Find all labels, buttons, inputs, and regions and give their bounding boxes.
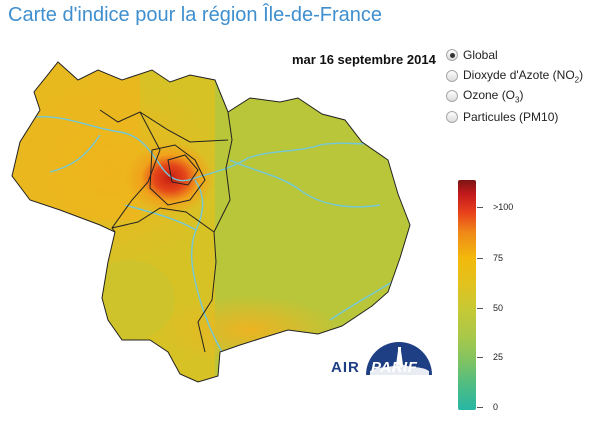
option-label-no2-text: Dioxyde d'Azote (NO: [463, 67, 575, 82]
legend-label-50: 50: [493, 303, 504, 313]
option-label-o3-sub: 3: [515, 95, 520, 105]
legend-label-100: >100: [493, 202, 514, 212]
option-label-no2-suffix: ): [579, 67, 584, 82]
map-date: mar 16 septembre 2014: [292, 52, 436, 67]
option-label-pm10: Particules (PM10): [463, 109, 559, 124]
radio-o3[interactable]: [446, 90, 458, 103]
option-label-no2: Dioxyde d'Azote (NO2): [463, 68, 583, 84]
airparif-logo: AIR PARIF: [331, 329, 432, 376]
option-no2[interactable]: Dioxyde d'Azote (NO2): [446, 66, 583, 87]
option-pm10[interactable]: Particules (PM10): [446, 107, 583, 128]
pollution-map[interactable]: [0, 0, 445, 423]
radio-no2[interactable]: [446, 69, 458, 82]
legend-tick-25: [477, 357, 483, 358]
department-borders: [11, 61, 411, 383]
logo-text-air: AIR: [331, 359, 360, 376]
option-label-no2-sub: 2: [574, 74, 580, 84]
option-label-global: Global: [463, 48, 498, 63]
legend-color-scale: [458, 180, 476, 410]
legend-label-25: 25: [493, 352, 504, 362]
pollutant-options: Global Dioxyde d'Azote (NO2) Ozone (O3) …: [446, 45, 583, 127]
option-global[interactable]: Global: [446, 45, 583, 66]
radio-pm10[interactable]: [446, 110, 458, 123]
legend-label-0: 0: [493, 402, 499, 412]
option-label-o3-text: Ozone (O: [463, 88, 516, 103]
radio-global[interactable]: [446, 49, 458, 62]
legend-tick-100: [477, 207, 483, 208]
legend-label-75: 75: [493, 253, 504, 263]
rivers: [27, 116, 396, 353]
option-label-o3-suffix: ): [519, 88, 524, 103]
logo-text-parif: PARIF: [371, 359, 418, 376]
legend-tick-75: [477, 258, 483, 259]
legend-tick-50: [477, 308, 483, 309]
option-o3[interactable]: Ozone (O3): [446, 86, 583, 107]
page-title: Carte d'indice pour la région Île-de-Fra…: [8, 4, 383, 26]
legend-tick-0: [477, 407, 483, 408]
option-label-o3: Ozone (O3): [463, 88, 523, 104]
